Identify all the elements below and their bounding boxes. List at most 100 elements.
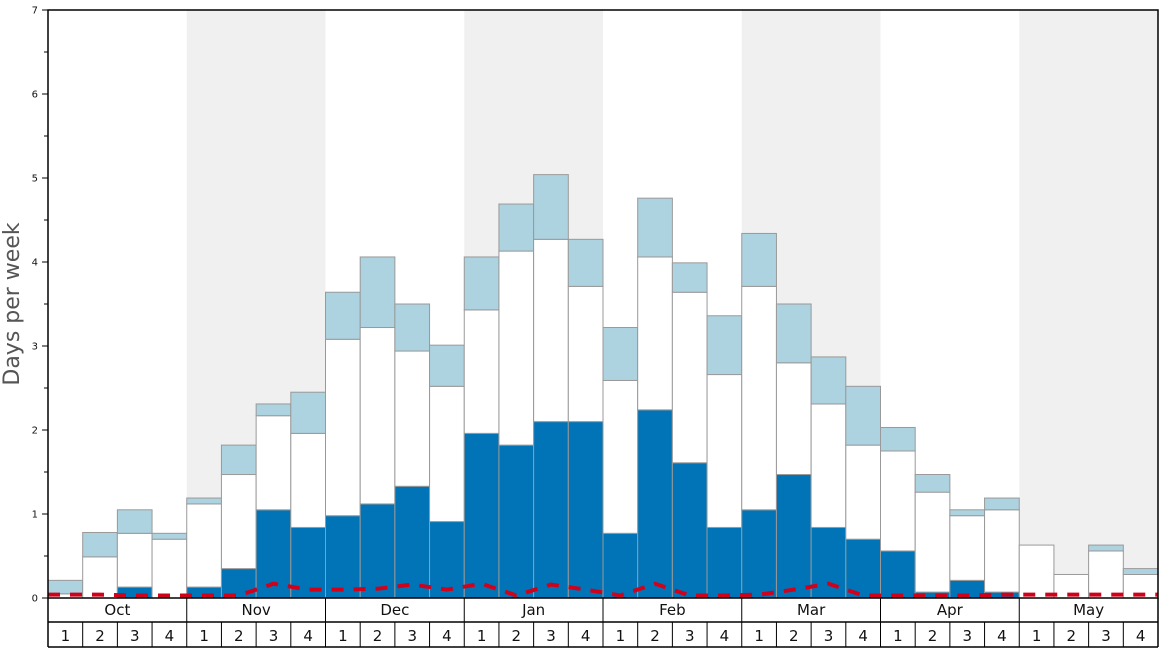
bar-light_blue xyxy=(498,203,535,252)
week-label: 1 xyxy=(1032,627,1042,645)
week-label: 1 xyxy=(893,627,903,645)
week-label: 4 xyxy=(858,627,868,645)
week-label: 1 xyxy=(754,627,764,645)
bar-light_blue xyxy=(47,579,84,595)
y-tick-label: 2 xyxy=(32,426,38,437)
bar-white xyxy=(151,538,188,599)
y-axis-label: Days per week xyxy=(0,222,25,385)
bar-light_blue xyxy=(116,509,153,534)
bar-light_blue xyxy=(394,303,431,352)
week-label: 3 xyxy=(546,627,556,645)
week-label: 2 xyxy=(373,627,383,645)
bar-white xyxy=(880,450,916,552)
bar-light_blue xyxy=(533,174,569,240)
week-label: 4 xyxy=(303,627,313,645)
week-label: 4 xyxy=(720,627,730,645)
bar-dark_blue xyxy=(429,521,465,599)
week-label: 2 xyxy=(650,627,660,645)
bar-dark_blue xyxy=(880,550,916,599)
bar-white xyxy=(116,532,153,588)
bar-white xyxy=(220,474,257,570)
y-tick-label: 1 xyxy=(32,510,38,521)
trend-line xyxy=(48,581,1158,598)
y-tick-label: 4 xyxy=(32,258,38,269)
bar-dark_blue xyxy=(533,421,569,599)
week-label: 2 xyxy=(928,627,938,645)
bar-dark_blue xyxy=(602,532,639,599)
bar-white xyxy=(394,350,431,487)
week-label: 2 xyxy=(234,627,244,645)
bar-light_blue xyxy=(845,385,881,446)
bar-dark_blue xyxy=(706,526,743,599)
bar-white xyxy=(533,238,569,423)
bar-light_blue xyxy=(429,344,465,387)
week-label: 4 xyxy=(997,627,1007,645)
week-label: 2 xyxy=(512,627,522,645)
bar-white xyxy=(671,291,708,464)
week-label: 1 xyxy=(477,627,487,645)
bar-dark_blue xyxy=(359,503,396,599)
bar-white xyxy=(498,250,535,446)
month-label: Dec xyxy=(380,601,409,619)
bar-light_blue xyxy=(741,232,777,287)
month-label: Oct xyxy=(104,601,130,619)
bar-dark_blue xyxy=(567,421,604,599)
week-label: 3 xyxy=(407,627,417,645)
week-label: 3 xyxy=(962,627,972,645)
bar-white xyxy=(706,374,743,528)
y-tick-label: 6 xyxy=(32,90,38,101)
bar-light_blue xyxy=(671,262,708,293)
y-tick-label: 3 xyxy=(32,342,38,353)
week-label: 4 xyxy=(1136,627,1146,645)
bar-white xyxy=(567,285,604,423)
bar-white xyxy=(637,256,673,411)
bar-white xyxy=(463,309,500,434)
week-label: 1 xyxy=(338,627,348,645)
bar-light_blue xyxy=(880,426,916,452)
bar-light_blue xyxy=(949,509,986,517)
month-label: Jan xyxy=(521,601,545,619)
bar-light_blue xyxy=(567,238,604,287)
bar-light_blue xyxy=(775,303,812,364)
month-band xyxy=(1019,10,1158,598)
week-label: 3 xyxy=(130,627,140,645)
bar-light_blue xyxy=(706,315,743,376)
week-label: 4 xyxy=(442,627,452,645)
bar-light_blue xyxy=(82,531,118,558)
bar-light_blue xyxy=(984,497,1020,511)
week-label: 1 xyxy=(616,627,626,645)
bar-white xyxy=(845,444,881,540)
week-label: 3 xyxy=(1101,627,1111,645)
week-label: 2 xyxy=(789,627,799,645)
bar-light_blue xyxy=(1088,544,1124,552)
y-tick-label: 7 xyxy=(32,6,38,17)
bar-white xyxy=(1088,550,1124,599)
week-label: 3 xyxy=(824,627,834,645)
week-label: 4 xyxy=(581,627,591,645)
month-label: Nov xyxy=(241,601,270,619)
bar-light_blue xyxy=(186,497,222,505)
bar-white xyxy=(1018,544,1055,599)
bar-light_blue xyxy=(151,532,188,540)
month-band xyxy=(48,10,187,598)
bar-light_blue xyxy=(220,444,257,476)
bar-dark_blue xyxy=(671,462,708,599)
bar-white xyxy=(984,509,1020,593)
bar-white xyxy=(914,491,951,593)
bar-light_blue xyxy=(325,291,361,340)
bar-white xyxy=(949,515,986,581)
month-label: May xyxy=(1073,601,1104,619)
month-label: Feb xyxy=(659,601,686,619)
bar-white xyxy=(255,415,292,511)
bar-white xyxy=(359,327,396,505)
week-label: 1 xyxy=(199,627,209,645)
week-label: 1 xyxy=(61,627,71,645)
bar-dark_blue xyxy=(637,409,673,599)
bar-white xyxy=(810,403,847,528)
bar-light_blue xyxy=(463,256,500,311)
bar-light_blue xyxy=(290,391,326,434)
month-label: Apr xyxy=(937,601,964,619)
bar-white xyxy=(741,285,777,511)
